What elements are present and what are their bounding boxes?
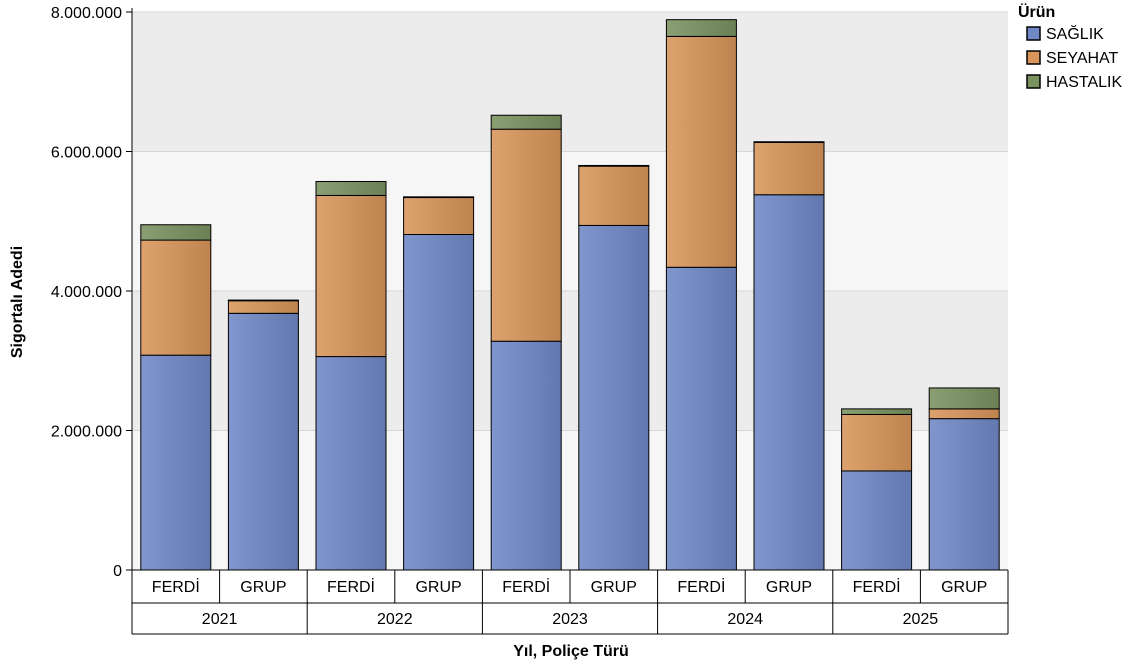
y-tick-label: 6.000.000 (51, 145, 122, 162)
x-subcategory-label: GRUP (766, 579, 812, 596)
bar-segment-sağlik (928, 418, 1000, 571)
bar-segment-seyahat (490, 128, 562, 342)
x-subcategory-label: FERDİ (502, 577, 550, 596)
bar-segment-sağlik (315, 356, 387, 571)
bar-segment-seyahat (403, 197, 475, 236)
y-axis-title: Sigortalı Adedi (9, 246, 26, 358)
bar-stack (753, 141, 825, 571)
bar-segment-hastalik (753, 141, 825, 143)
legend-label: HASTALIK (1046, 74, 1123, 91)
x-subcategory-label: GRUP (941, 579, 987, 596)
bar-segment-seyahat (140, 239, 212, 356)
bar-stack (490, 114, 562, 571)
x-group-label: 2022 (377, 611, 413, 628)
bar-stack (315, 180, 387, 571)
bar-segment-sağlik (753, 194, 825, 571)
x-subcategory-label: FERDİ (677, 577, 725, 596)
bar-segment-sağlik (227, 312, 299, 571)
bar-segment-sağlik (841, 470, 913, 571)
bar-segment-hastalik (315, 180, 387, 196)
x-axis-title: Yıl, Poliçe Türü (513, 643, 629, 660)
y-tick-label: 2.000.000 (51, 424, 122, 441)
x-group-label: 2024 (727, 611, 763, 628)
bar-segment-sağlik (578, 224, 650, 571)
bar-stack (578, 164, 650, 571)
legend-swatch-seyahat (1026, 50, 1041, 65)
bar-stack (665, 19, 737, 571)
bar-stack (140, 224, 212, 571)
bar-segment-hastalik (227, 299, 299, 302)
x-subcategory-label: FERDİ (853, 577, 901, 596)
legend: Ürün SAĞLIK SEYAHAT HASTALIK (1018, 2, 1123, 91)
bar-stack (403, 196, 475, 571)
bar-segment-sağlik (403, 234, 475, 571)
bar-segment-hastalik (490, 114, 562, 130)
bar-stack (227, 299, 299, 571)
y-axis-ticks: 0 2.000.000 4.000.000 6.000.000 8.000.000 (51, 5, 132, 580)
bar-segment-hastalik (841, 408, 913, 415)
y-tick-label: 4.000.000 (51, 284, 122, 301)
bar-segment-hastalik (578, 164, 650, 167)
x-subcategory-label: FERDİ (327, 577, 375, 596)
x-subcategory-label: GRUP (591, 579, 637, 596)
x-group-label: 2021 (202, 611, 238, 628)
bar-segment-sağlik (140, 354, 212, 571)
legend-swatch-sağlik (1026, 26, 1041, 41)
bars (140, 19, 1000, 571)
bar-segment-sağlik (490, 340, 562, 571)
x-group-label: 2023 (552, 611, 588, 628)
plot-band (132, 151, 1008, 291)
bar-stack (841, 408, 913, 571)
bar-stack (928, 387, 1000, 571)
x-subcategory-label: FERDİ (152, 577, 200, 596)
bar-segment-seyahat (315, 194, 387, 358)
bar-segment-seyahat (665, 35, 737, 268)
bar-segment-hastalik (665, 19, 737, 37)
x-subcategory-label: GRUP (415, 579, 461, 596)
bar-segment-sağlik (665, 266, 737, 571)
bar-segment-seyahat (928, 408, 1000, 420)
bar-segment-seyahat (578, 165, 650, 226)
y-tick-label: 0 (113, 563, 122, 580)
bar-segment-seyahat (227, 300, 299, 314)
bar-segment-seyahat (841, 413, 913, 472)
bar-segment-hastalik (403, 196, 475, 199)
legend-swatch-hastalik (1026, 74, 1041, 89)
bar-segment-hastalik (140, 224, 212, 241)
x-axis-categories: FERDİ GRUP FERDİ GRUP FERDİ GRUP FERDİ GRUP FERD… (131, 570, 1009, 635)
legend-label: SEYAHAT (1046, 50, 1119, 67)
x-group-label: 2025 (903, 611, 939, 628)
plot-band (132, 12, 1008, 152)
bar-segment-seyahat (753, 141, 825, 196)
bar-segment-hastalik (928, 387, 1000, 410)
legend-label: SAĞLIK (1046, 24, 1104, 43)
legend-title: Ürün (1018, 2, 1055, 21)
x-subcategory-label: GRUP (240, 579, 286, 596)
y-tick-label: 8.000.000 (51, 5, 122, 22)
